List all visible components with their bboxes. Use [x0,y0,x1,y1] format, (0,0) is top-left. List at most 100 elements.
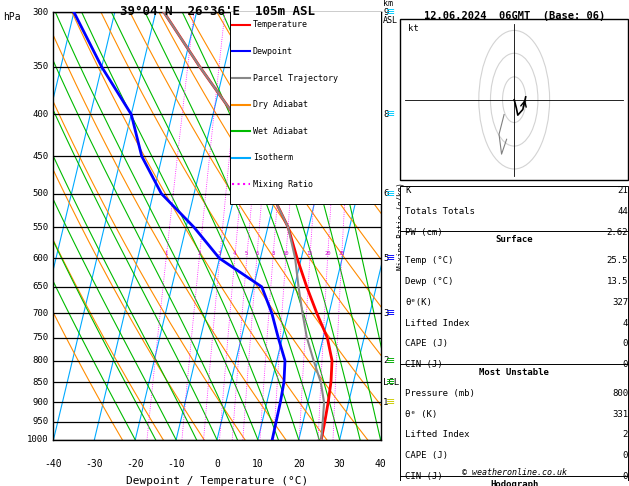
Text: CAPE (J): CAPE (J) [405,451,448,460]
Text: Isotherm: Isotherm [253,153,293,162]
Text: Most Unstable: Most Unstable [479,368,549,377]
Text: Dewp (°C): Dewp (°C) [405,277,454,286]
Text: 2: 2 [198,251,201,256]
Text: 0: 0 [214,459,220,469]
Text: 0: 0 [623,472,628,481]
Text: 15: 15 [307,251,313,256]
Text: 3: 3 [218,251,221,256]
Text: 8: 8 [271,251,275,256]
Text: Totals Totals: Totals Totals [405,207,475,216]
Text: Dewpoint / Temperature (°C): Dewpoint / Temperature (°C) [126,476,308,486]
Text: 900: 900 [33,398,48,407]
Text: ≡: ≡ [386,356,395,365]
Text: 6: 6 [383,189,389,198]
Text: Temp (°C): Temp (°C) [405,256,454,265]
Text: 650: 650 [33,282,48,291]
Text: ASL: ASL [383,16,398,25]
Text: 25: 25 [338,251,345,256]
Text: Mixing Ratio (g/kg): Mixing Ratio (g/kg) [398,182,406,270]
Text: -10: -10 [167,459,185,469]
Text: ≡: ≡ [386,253,395,263]
Text: Surface: Surface [496,235,533,244]
Text: 2.62: 2.62 [606,227,628,237]
Text: LCL: LCL [383,378,399,386]
Text: -20: -20 [126,459,144,469]
Text: 1000: 1000 [27,435,48,444]
Text: ≡: ≡ [386,308,395,318]
Text: -30: -30 [86,459,103,469]
FancyBboxPatch shape [230,11,382,204]
Text: 5: 5 [245,251,248,256]
Text: CIN (J): CIN (J) [405,360,443,369]
Text: 4: 4 [623,319,628,328]
Text: Temperature: Temperature [253,20,308,30]
Text: 10: 10 [282,251,289,256]
Text: 300: 300 [33,8,48,17]
Text: 327: 327 [612,298,628,307]
Text: 40: 40 [375,459,386,469]
Text: 450: 450 [33,152,48,161]
Text: Parcel Trajectory: Parcel Trajectory [253,73,338,83]
Text: 20: 20 [293,459,304,469]
Text: 21: 21 [617,186,628,195]
Text: CAPE (J): CAPE (J) [405,339,448,348]
Text: Lifted Index: Lifted Index [405,319,470,328]
Text: 6: 6 [255,251,259,256]
Text: PW (cm): PW (cm) [405,227,443,237]
Text: 44: 44 [617,207,628,216]
Text: 12.06.2024  06GMT  (Base: 06): 12.06.2024 06GMT (Base: 06) [423,11,605,20]
Text: 331: 331 [612,410,628,418]
Text: θᵉ(K): θᵉ(K) [405,298,432,307]
Text: Wet Adiabat: Wet Adiabat [253,126,308,136]
Text: 2: 2 [623,431,628,439]
Text: K: K [405,186,411,195]
Text: 800: 800 [33,356,48,365]
Text: 400: 400 [33,110,48,119]
Text: ≡: ≡ [386,109,395,120]
Text: 550: 550 [33,223,48,232]
Text: 9: 9 [383,8,389,17]
Text: © weatheronline.co.uk: © weatheronline.co.uk [462,469,567,477]
Text: 500: 500 [33,189,48,198]
Text: 8: 8 [383,110,389,119]
Text: -40: -40 [45,459,62,469]
Text: 350: 350 [33,62,48,71]
Text: CIN (J): CIN (J) [405,472,443,481]
Text: 20: 20 [325,251,331,256]
Text: 13.5: 13.5 [606,277,628,286]
Text: θᵉ (K): θᵉ (K) [405,410,438,418]
Text: ≡: ≡ [386,398,395,407]
Text: 2: 2 [383,356,389,365]
Text: km: km [383,0,393,8]
Text: 0: 0 [623,451,628,460]
Text: 5: 5 [383,254,389,263]
Text: 800: 800 [612,389,628,398]
Text: 30: 30 [334,459,345,469]
Text: Pressure (mb): Pressure (mb) [405,389,475,398]
Text: 25.5: 25.5 [606,256,628,265]
Text: Mixing Ratio: Mixing Ratio [253,180,313,189]
Text: Dewpoint: Dewpoint [253,47,293,56]
Text: 10: 10 [252,459,264,469]
Text: 950: 950 [33,417,48,426]
Text: Lifted Index: Lifted Index [405,431,470,439]
Bar [401,186,628,486]
Text: 700: 700 [33,309,48,318]
Text: 3: 3 [383,309,389,318]
Text: 1: 1 [383,398,389,407]
Text: 39°04'N  26°36'E  105m ASL: 39°04'N 26°36'E 105m ASL [120,5,314,18]
Text: 0: 0 [623,360,628,369]
Text: 4: 4 [233,251,237,256]
Text: 1: 1 [165,251,168,256]
Text: Hodograph: Hodograph [490,480,538,486]
Text: 850: 850 [33,378,48,386]
Text: ≡: ≡ [386,377,395,387]
Text: hPa: hPa [3,12,21,22]
Text: 750: 750 [33,333,48,342]
Text: ≡: ≡ [386,7,395,17]
Text: kt: kt [408,24,418,33]
Text: 600: 600 [33,254,48,263]
Text: ≡: ≡ [386,189,395,199]
Text: 0: 0 [623,339,628,348]
Bar [401,19,628,180]
